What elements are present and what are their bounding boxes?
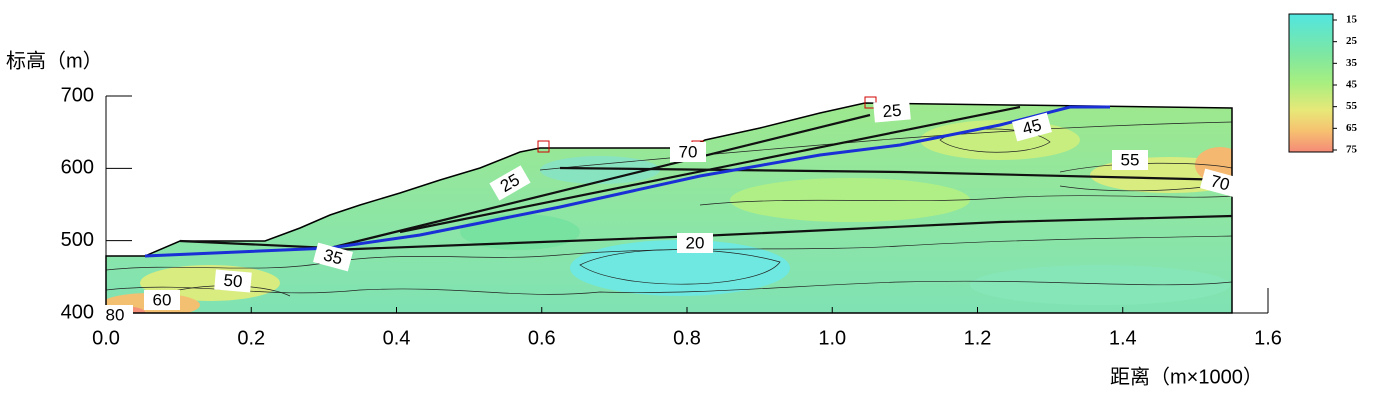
contour-label-box <box>214 269 252 293</box>
contour-label-text: 70 <box>1208 171 1231 194</box>
y-tick-label: 400 <box>61 301 94 323</box>
contour-label: 50 <box>214 269 252 293</box>
x-tick-label: 0.4 <box>383 327 411 349</box>
contour-label-text: 45 <box>1020 115 1043 138</box>
x-tick-label: 0.2 <box>237 327 265 349</box>
contour-label-text: 80 <box>106 305 125 324</box>
x-tick-label: 1.6 <box>1254 327 1282 349</box>
contour-label-text: 55 <box>1121 150 1140 169</box>
contour-label-box <box>873 99 911 123</box>
contour-label-text: 35 <box>321 245 344 268</box>
contour-label: 45 <box>1012 112 1052 142</box>
contour-label-box <box>1112 150 1148 170</box>
contour-label-box <box>1012 112 1052 142</box>
contour-label-box <box>670 142 706 162</box>
colorbar-tick-label: 75 <box>1346 144 1358 156</box>
contour-label-box <box>313 242 353 272</box>
x-tick-label: 0.8 <box>673 327 701 349</box>
colorbar-tick-label: 35 <box>1346 57 1358 69</box>
colorbar <box>1288 13 1334 153</box>
contour-label-text: 25 <box>882 101 903 122</box>
strata-lines <box>179 105 1233 252</box>
contour-label-box <box>1200 168 1240 198</box>
y-tick-label: 700 <box>61 84 94 106</box>
contour-label: 60 <box>144 290 180 310</box>
x-tick-label: 1.0 <box>818 327 846 349</box>
x-tick-label: 1.2 <box>964 327 992 349</box>
colorbar-tick-label: 15 <box>1346 14 1358 26</box>
x-axis-label: 距离（m×1000） <box>1110 365 1263 388</box>
contour-label-text: 70 <box>679 142 698 161</box>
contour-label-text: 60 <box>153 290 172 309</box>
contour-label: 80 <box>97 305 133 325</box>
contour-label-box <box>144 290 180 310</box>
contour-label: 35 <box>313 242 353 272</box>
x-tick-label: 1.4 <box>1109 327 1137 349</box>
x-tick-label: 0.0 <box>92 327 120 349</box>
contour-label: 25 <box>873 99 911 123</box>
contour-label: 20 <box>677 233 713 253</box>
contour-label-box <box>489 165 531 201</box>
contour-label-box <box>677 233 713 253</box>
colorbar-tick-label: 25 <box>1346 35 1358 47</box>
colorbar-tick-label: 55 <box>1346 100 1358 112</box>
y-axis-label: 标高（m） <box>6 49 103 72</box>
contour-label: 55 <box>1112 150 1148 170</box>
contour-label: 70 <box>1200 168 1240 198</box>
resistivity-field <box>106 103 1232 313</box>
contour-label-text: 50 <box>223 271 244 292</box>
colorbar-tick-label: 45 <box>1346 79 1358 91</box>
y-tick-label: 600 <box>61 157 94 179</box>
colorbar-tick-label: 65 <box>1346 122 1358 134</box>
contour-label: 70 <box>670 142 706 162</box>
contour-label-box <box>97 305 133 325</box>
y-tick-label: 500 <box>61 229 94 251</box>
x-tick-label: 0.6 <box>528 327 556 349</box>
contour-label-text: 20 <box>686 233 705 252</box>
